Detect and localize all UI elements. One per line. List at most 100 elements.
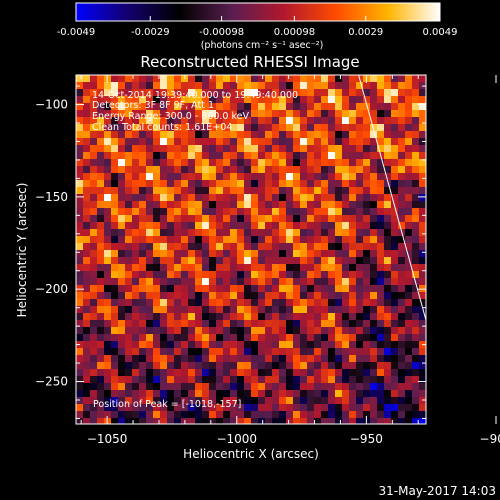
heatmap-cell (188, 152, 196, 160)
heatmap-cell (342, 292, 350, 300)
heatmap-cell (146, 264, 154, 272)
heatmap-cell (286, 264, 294, 272)
heatmap-cell (377, 257, 385, 265)
heatmap-cell (335, 173, 343, 181)
heatmap-cell (321, 285, 329, 293)
heatmap-cell (97, 145, 105, 153)
heatmap-cell (314, 145, 322, 153)
heatmap-cell (237, 250, 245, 258)
heatmap-cell (286, 376, 294, 384)
heatmap-cell (104, 194, 112, 202)
heatmap-cell (83, 313, 91, 321)
heatmap-cell (139, 243, 147, 251)
heatmap-cell (202, 397, 210, 405)
heatmap-cell (258, 222, 266, 230)
heatmap-cell (76, 306, 84, 314)
heatmap-cell (76, 397, 84, 405)
heatmap-cell (118, 89, 126, 97)
heatmap-cell (139, 383, 147, 391)
heatmap-cell (286, 362, 294, 370)
heatmap-cell (237, 131, 245, 139)
heatmap-cell (181, 208, 189, 216)
heatmap-cell (272, 383, 280, 391)
heatmap-cell (377, 145, 385, 153)
heatmap-cell (230, 82, 238, 90)
heatmap-cell (377, 376, 385, 384)
heatmap-cell (279, 152, 287, 160)
heatmap-cell (272, 348, 280, 356)
heatmap-cell (335, 397, 343, 405)
heatmap-cell (335, 138, 343, 146)
heatmap-cell (398, 397, 406, 405)
heatmap-cell (370, 411, 378, 419)
heatmap-cell (216, 152, 224, 160)
heatmap-cell (300, 166, 308, 174)
heatmap-cell (174, 131, 182, 139)
heatmap-cell (244, 138, 252, 146)
heatmap-cell (216, 208, 224, 216)
heatmap-cell (90, 152, 98, 160)
heatmap-cell (328, 229, 336, 237)
heatmap-cell (363, 166, 371, 174)
heatmap-cell (76, 152, 84, 160)
heatmap-cell (216, 390, 224, 398)
heatmap-cell (188, 250, 196, 258)
heatmap-cell (195, 334, 203, 342)
heatmap-cell (356, 299, 364, 307)
heatmap-cell (174, 285, 182, 293)
heatmap-cell (398, 180, 406, 188)
heatmap-cell (272, 306, 280, 314)
heatmap-cell (272, 173, 280, 181)
heatmap-cell (146, 117, 154, 125)
heatmap-cell (335, 411, 343, 419)
heatmap-cell (300, 362, 308, 370)
heatmap-cell (209, 75, 217, 83)
heatmap-cell (307, 180, 315, 188)
heatmap-cell (251, 75, 259, 83)
heatmap-cell (195, 75, 203, 83)
heatmap-cell (118, 362, 126, 370)
heatmap-cell (335, 124, 343, 132)
heatmap-cell (307, 285, 315, 293)
heatmap-cell (188, 404, 196, 412)
heatmap-cell (188, 138, 196, 146)
heatmap-cell (111, 138, 119, 146)
heatmap-cell (279, 404, 287, 412)
heatmap-cell (328, 201, 336, 209)
heatmap-cell (111, 306, 119, 314)
heatmap-cell (419, 243, 426, 251)
heatmap-cell (125, 208, 133, 216)
heatmap-cell (146, 131, 154, 139)
heatmap-cell (139, 278, 147, 286)
heatmap-cell (412, 82, 420, 90)
heatmap-cell (398, 75, 406, 83)
heatmap-cell (258, 124, 266, 132)
heatmap-cell (111, 201, 119, 209)
heatmap-cell (405, 390, 413, 398)
heatmap-cell (356, 124, 364, 132)
heatmap-cell (125, 180, 133, 188)
heatmap-cell (293, 257, 301, 265)
heatmap-cell (412, 341, 420, 349)
heatmap-cell (104, 341, 112, 349)
heatmap-cell (328, 159, 336, 167)
heatmap-cell (349, 222, 357, 230)
heatmap-cell (111, 376, 119, 384)
heatmap-cell (132, 404, 140, 412)
heatmap-cell (237, 96, 245, 104)
heatmap-cell (265, 404, 273, 412)
heatmap-cell (384, 397, 392, 405)
heatmap-cell (237, 152, 245, 160)
heatmap-cell (272, 341, 280, 349)
heatmap-cell (321, 145, 329, 153)
heatmap-cell (328, 96, 336, 104)
heatmap-cell (181, 222, 189, 230)
heatmap-cell (111, 341, 119, 349)
heatmap-cell (300, 292, 308, 300)
heatmap-cell (314, 285, 322, 293)
heatmap-cell (328, 397, 336, 405)
heatmap-cell (293, 278, 301, 286)
heatmap-cell (335, 285, 343, 293)
heatmap-cell (272, 159, 280, 167)
heatmap-cell (349, 341, 357, 349)
